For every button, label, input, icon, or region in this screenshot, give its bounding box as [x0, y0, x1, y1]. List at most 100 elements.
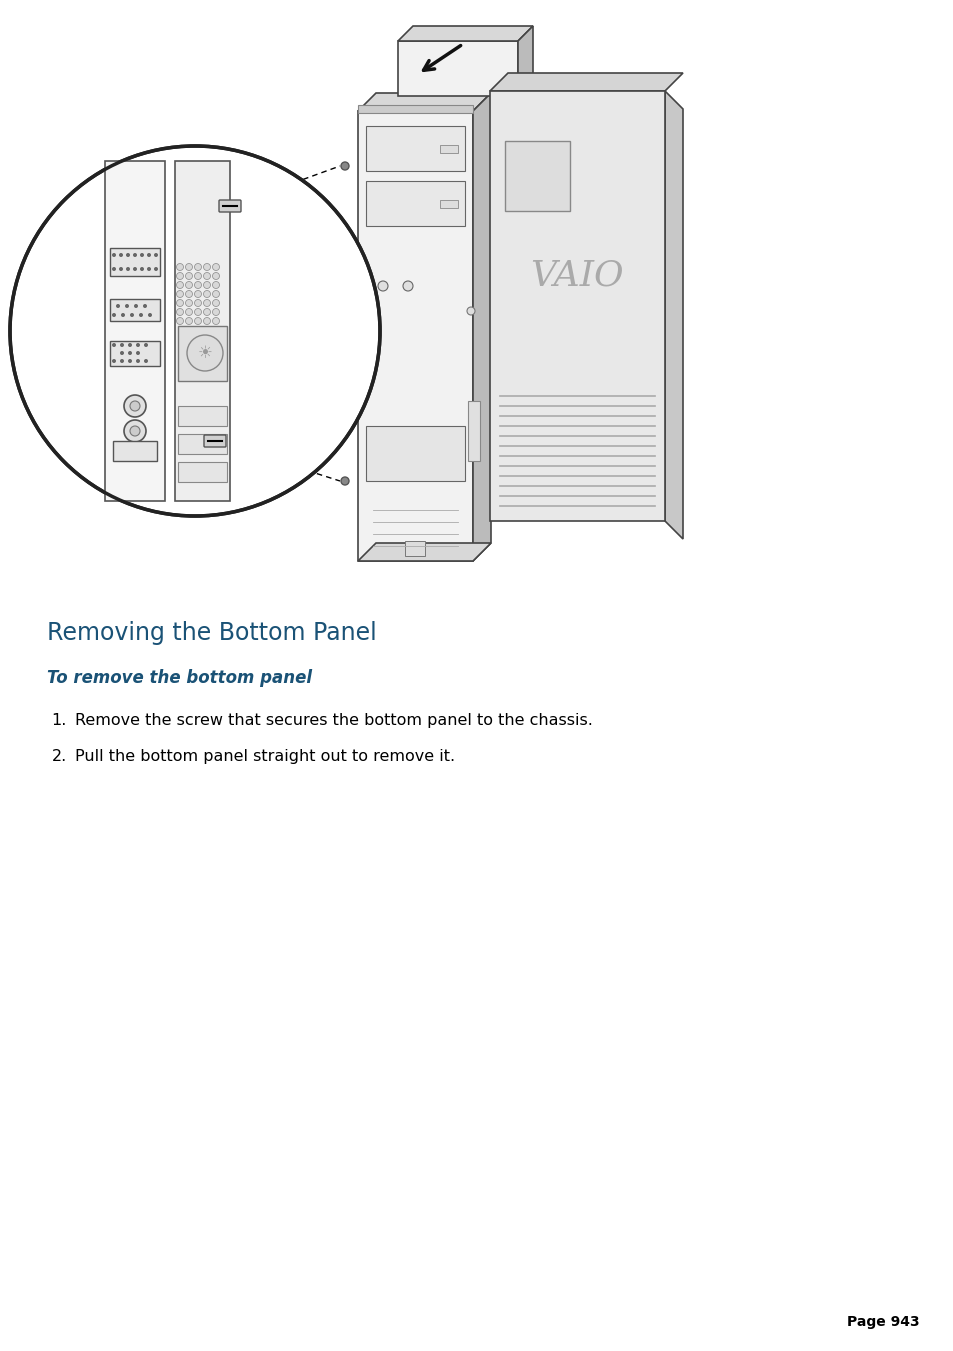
- Circle shape: [213, 281, 219, 289]
- Circle shape: [140, 253, 144, 257]
- Circle shape: [139, 313, 143, 317]
- Circle shape: [194, 273, 201, 280]
- Circle shape: [194, 263, 201, 270]
- Circle shape: [213, 290, 219, 297]
- Bar: [357, 111, 473, 561]
- Polygon shape: [397, 26, 533, 41]
- Bar: [174, 161, 230, 501]
- Circle shape: [136, 343, 140, 347]
- Circle shape: [176, 300, 183, 307]
- Circle shape: [120, 343, 124, 347]
- Circle shape: [128, 343, 132, 347]
- Circle shape: [140, 267, 144, 272]
- Circle shape: [187, 335, 223, 372]
- Bar: [366, 181, 464, 226]
- Circle shape: [203, 281, 211, 289]
- Bar: [178, 407, 227, 426]
- Circle shape: [10, 146, 379, 516]
- Bar: [357, 105, 473, 113]
- Circle shape: [194, 317, 201, 324]
- Circle shape: [176, 263, 183, 270]
- Bar: [366, 126, 464, 172]
- Text: To remove the bottom panel: To remove the bottom panel: [47, 669, 312, 688]
- Circle shape: [185, 273, 193, 280]
- Bar: [110, 249, 160, 276]
- Circle shape: [176, 317, 183, 324]
- Text: VAIO: VAIO: [530, 259, 623, 293]
- Bar: [405, 540, 424, 557]
- Circle shape: [402, 281, 413, 290]
- Circle shape: [144, 343, 148, 347]
- Bar: [439, 145, 457, 153]
- Circle shape: [213, 273, 219, 280]
- Circle shape: [126, 253, 130, 257]
- Circle shape: [194, 308, 201, 316]
- Circle shape: [112, 343, 116, 347]
- Circle shape: [203, 273, 211, 280]
- Circle shape: [136, 359, 140, 363]
- Circle shape: [377, 281, 388, 290]
- Circle shape: [119, 253, 123, 257]
- Circle shape: [132, 253, 137, 257]
- Circle shape: [128, 351, 132, 355]
- FancyBboxPatch shape: [204, 435, 226, 447]
- Circle shape: [126, 267, 130, 272]
- Circle shape: [213, 317, 219, 324]
- Circle shape: [120, 359, 124, 363]
- Circle shape: [185, 290, 193, 297]
- Circle shape: [467, 307, 475, 315]
- FancyBboxPatch shape: [219, 200, 241, 212]
- Circle shape: [185, 263, 193, 270]
- Bar: [110, 340, 160, 366]
- Circle shape: [153, 267, 158, 272]
- Bar: [366, 426, 464, 481]
- Bar: [468, 401, 479, 461]
- Circle shape: [124, 420, 146, 442]
- Text: ☀: ☀: [197, 345, 213, 362]
- Bar: [112, 440, 157, 461]
- Polygon shape: [357, 543, 491, 561]
- Circle shape: [194, 300, 201, 307]
- Circle shape: [203, 300, 211, 307]
- Bar: [439, 200, 457, 208]
- Bar: [178, 462, 227, 482]
- Circle shape: [340, 162, 349, 170]
- Text: Page 943: Page 943: [846, 1315, 919, 1329]
- Circle shape: [112, 253, 116, 257]
- Polygon shape: [517, 26, 533, 96]
- Text: Removing the Bottom Panel: Removing the Bottom Panel: [47, 621, 376, 644]
- Bar: [490, 91, 664, 521]
- Circle shape: [112, 359, 116, 363]
- Circle shape: [203, 308, 211, 316]
- Circle shape: [120, 351, 124, 355]
- Circle shape: [185, 317, 193, 324]
- Circle shape: [136, 351, 140, 355]
- Circle shape: [176, 290, 183, 297]
- Circle shape: [185, 300, 193, 307]
- Circle shape: [112, 313, 116, 317]
- Circle shape: [176, 281, 183, 289]
- Circle shape: [203, 317, 211, 324]
- Circle shape: [194, 290, 201, 297]
- Circle shape: [130, 401, 140, 411]
- Circle shape: [125, 304, 129, 308]
- Polygon shape: [473, 93, 491, 561]
- Circle shape: [153, 253, 158, 257]
- Circle shape: [213, 308, 219, 316]
- Text: 1.: 1.: [51, 713, 67, 728]
- Circle shape: [176, 273, 183, 280]
- Bar: [397, 41, 517, 96]
- Text: 2.: 2.: [51, 748, 67, 765]
- Bar: [110, 299, 160, 322]
- Circle shape: [128, 359, 132, 363]
- Circle shape: [194, 281, 201, 289]
- Bar: [178, 326, 227, 381]
- Circle shape: [147, 253, 151, 257]
- Circle shape: [133, 304, 138, 308]
- Circle shape: [119, 267, 123, 272]
- Text: Remove the screw that secures the bottom panel to the chassis.: Remove the screw that secures the bottom…: [75, 713, 592, 728]
- Circle shape: [132, 267, 137, 272]
- Circle shape: [213, 263, 219, 270]
- Circle shape: [124, 394, 146, 417]
- Circle shape: [130, 313, 133, 317]
